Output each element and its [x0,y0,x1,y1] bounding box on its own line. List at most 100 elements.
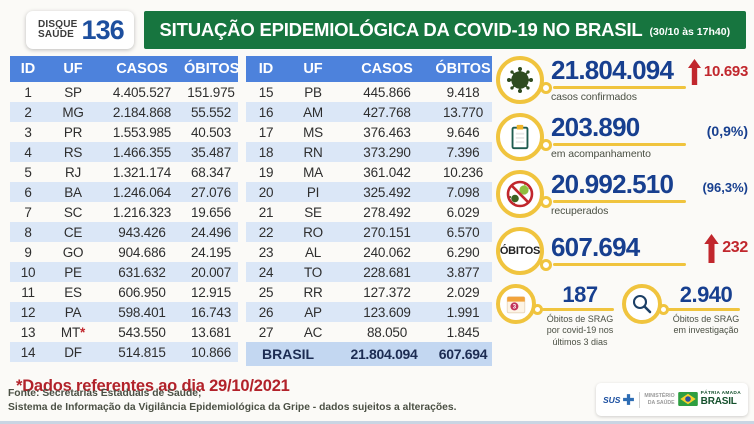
cell-uf: RJ [64,164,82,180]
cell-casos: 598.401 [118,304,166,320]
stats-panel: 21.804.094 casos confirmados 10.693 [492,56,748,396]
cell-obitos: 9.646 [446,124,480,140]
cell-uf: AC [303,324,323,340]
cell-id: 16 [258,104,274,120]
cell-id: 23 [258,244,274,260]
cell-obitos: 13.770 [442,104,484,120]
recovered-value: 20.992.510 [551,168,674,199]
phone-number-136: 136 [81,14,125,45]
yellow-underline [540,82,686,95]
cell-id: 3 [24,124,32,140]
cell-uf: MA [303,164,323,180]
table-row: 17 MS 376.463 9.646 [246,122,492,142]
cell-casos: 1.466.355 [112,144,172,160]
table-row: 14 DF 514.815 10.866 [10,342,238,362]
disque-saude-label: DISQUE SAÚDE [38,19,78,40]
disque-saude-136-logo: DISQUE SAÚDE 136 [26,11,134,49]
header: DISQUE SAÚDE 136 SITUAÇÃO EPIDEMIOLÓGICA… [0,0,754,49]
cell-uf: SE [304,204,322,220]
up-arrow-icon [704,233,719,263]
table-row: 9 GO 904.686 24.195 [10,242,238,262]
monitoring-value: 203.890 [551,111,640,142]
cell-uf: MG [62,104,84,120]
table-row: 2 MG 2.184.868 55.552 [10,102,238,122]
cell-obitos: 10.236 [442,164,484,180]
table-body-left: 1 SP 4.405.527 151.975 2 MG 2.184.868 55… [10,82,238,362]
cell-uf: SC [63,204,83,220]
cell-obitos: 40.503 [190,124,232,140]
cell-id: 19 [258,164,274,180]
stat-deaths: ÓBITOS 607.694 232 [496,227,748,275]
recovered-label: recuperados [551,205,609,218]
cell-id: 24 [258,264,274,280]
cell-casos: 1.553.985 [112,124,172,140]
cell-casos: 325.492 [363,184,411,200]
stat-monitoring: 203.890 em acompanhamento (0,9%) [496,111,748,161]
table-header-row: ID UF CASOS ÓBITOS [10,56,239,82]
recovered-percent: (96,3%) [702,179,748,195]
yellow-underline [532,304,614,315]
patria-amada-brasil-logo: PÁTRIA AMADA BRASIL [677,391,741,407]
stat-srag-deaths: 3 187 Óbitos de SRAG por covid-19 nos úl… [496,284,620,348]
cell-casos: 606.950 [118,284,166,300]
yellow-underline [658,304,740,315]
cell-id: 1 [24,84,32,100]
cell-casos: 543.550 [118,324,166,340]
sus-cross-icon [623,394,635,405]
cell-obitos: 20.007 [190,264,232,280]
report-timestamp: (30/10 às 17h40) [649,25,731,38]
cell-uf: GO [62,244,84,260]
table-body-right: 15 PB 445.866 9.418 16 AM 427.768 13.770… [246,82,492,342]
up-arrow-icon [687,58,701,85]
cell-id: 10 [20,264,36,280]
cell-uf: PA [64,304,82,320]
table-row: 8 CE 943.426 24.496 [10,222,238,242]
cell-casos: 1.321.174 [112,164,172,180]
table-row: 5 RJ 1.321.174 68.347 [10,162,238,182]
cell-id: 12 [20,304,36,320]
cell-uf: MT* [60,324,86,340]
cell-uf: RO [303,224,323,240]
total-obitos: 607.694 [438,346,488,362]
col-obitos: ÓBITOS [435,61,491,77]
confirmed-value: 21.804.094 [551,54,674,85]
cell-obitos: 24.496 [190,224,232,240]
tables-section: ID UF CASOS ÓBITOS 1 SP 4.405.527 151.97… [10,56,492,396]
cell-uf: SP [64,84,82,100]
cell-uf: AP [304,304,322,320]
cell-obitos: 6.290 [446,244,480,260]
table-row: 3 PR 1.553.985 40.503 [10,122,238,142]
table-row: 12 PA 598.401 16.743 [10,302,238,322]
table-row: 23 AL 240.062 6.290 [246,242,492,262]
col-uf: UF [303,61,323,77]
total-label: BRASIL [262,346,315,362]
srag-invest-label: Óbitos de SRAG em investigação [672,314,740,336]
cell-obitos: 9.418 [446,84,480,100]
cell-casos: 123.609 [363,304,411,320]
cell-uf: PI [306,184,320,200]
cell-id: 8 [24,224,32,240]
cell-id: 25 [258,284,274,300]
cell-id: 13 [20,324,36,340]
cell-obitos: 19.656 [190,204,232,220]
cell-obitos: 55.552 [190,104,232,120]
cell-id: 4 [24,144,32,160]
cell-uf: AM [303,104,323,120]
source-text: Fonte: Secretarias Estaduais de Saúde; S… [8,388,457,413]
cell-uf: RS [63,144,83,160]
cell-id: 27 [258,324,274,340]
cell-casos: 361.042 [363,164,411,180]
cell-id: 22 [258,224,274,240]
cell-id: 20 [258,184,274,200]
logo-divider [638,391,640,408]
cell-obitos: 6.570 [446,224,480,240]
no-virus-icon [496,170,544,218]
cell-id: 26 [258,304,274,320]
table-row: 4 RS 1.466.355 35.487 [10,142,238,162]
table-row: 27 AC 88.050 1.845 [246,322,492,342]
cell-casos: 1.216.323 [112,204,172,220]
srag-deaths-label: Óbitos de SRAG por covid-19 nos últimos … [546,314,614,347]
table-row: 11 ES 606.950 12.915 [10,282,238,302]
cell-obitos: 7.396 [446,144,480,160]
cell-id: 17 [258,124,274,140]
